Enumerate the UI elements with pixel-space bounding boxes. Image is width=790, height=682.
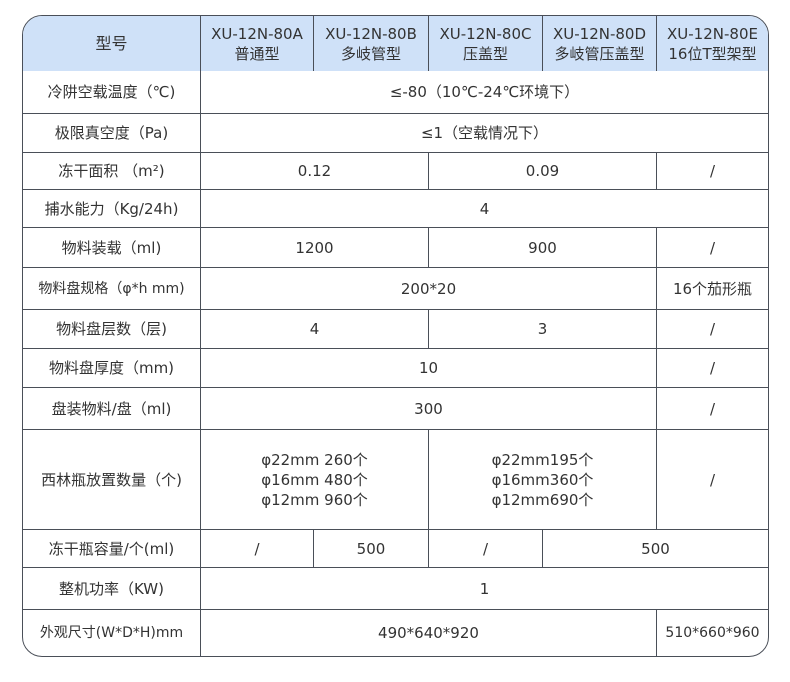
model-type: 16位T型架型 — [668, 44, 757, 63]
model-type: 多岐管型 — [340, 44, 401, 63]
cell-value: 0.12 — [201, 153, 429, 190]
model-type: 压盖型 — [462, 44, 508, 63]
model-code: XU-12N-80E — [667, 24, 758, 43]
cell-value: 500 — [543, 530, 768, 568]
row-label: 捕水能力（Kg/24h) — [23, 190, 201, 228]
row-label: 物料盘厚度（mm) — [23, 349, 201, 388]
cell-value: / — [429, 530, 543, 568]
cell-value: 1 — [201, 568, 768, 610]
cell-value: 16个茄形瓶 — [657, 268, 768, 310]
row-label: 物料盘层数（层) — [23, 310, 201, 349]
header-label: 型号 — [23, 16, 201, 71]
cell-value: 4 — [201, 190, 768, 228]
vial-line: φ12mm 960个 — [261, 490, 368, 509]
model-type: 多岐管压盖型 — [554, 44, 645, 63]
model-type: 普通型 — [234, 44, 280, 63]
header-row: 型号 XU-12N-80A 普通型 XU-12N-80B 多岐管型 XU-12N-8… — [23, 16, 768, 71]
row-label: 冷阱空载温度（℃) — [23, 71, 201, 114]
table-row: 捕水能力（Kg/24h) 4 — [23, 190, 768, 228]
row-label: 西林瓶放置数量（个) — [23, 430, 201, 530]
cell-value: 4 — [201, 310, 429, 349]
model-b: XU-12N-80B 多岐管型 — [314, 16, 429, 71]
model-d: XU-12N-80D 多岐管压盖型 — [543, 16, 657, 71]
row-label: 物料盘规格（φ*h mm) — [23, 268, 201, 310]
table-row: 西林瓶放置数量（个) φ22mm 260个 φ16mm 480个 φ12mm 9… — [23, 430, 768, 530]
cell-value: 10 — [201, 349, 657, 388]
cell-value: / — [657, 388, 768, 430]
cell-value: φ22mm 260个 φ16mm 480个 φ12mm 960个 — [201, 430, 429, 530]
table-row: 盘装物料/盘（ml) 300 / — [23, 388, 768, 430]
cell-value: 490*640*920 — [201, 610, 657, 656]
row-label: 外观尺寸(W*D*H)mm — [23, 610, 201, 656]
vial-line: φ16mm 480个 — [261, 470, 368, 489]
vial-line: φ22mm 260个 — [261, 450, 368, 469]
row-label: 整机功率（KW) — [23, 568, 201, 610]
vial-line: φ22mm195个 — [491, 450, 594, 469]
vial-line: φ16mm360个 — [491, 470, 594, 489]
cell-value: 510*660*960 — [665, 625, 760, 641]
table-row: 物料盘厚度（mm) 10 / — [23, 349, 768, 388]
row-label: 物料装载（ml) — [23, 228, 201, 268]
row-label: 盘装物料/盘（ml) — [23, 388, 201, 430]
table-row: 物料盘规格（φ*h mm) 200*20 16个茄形瓶 — [23, 268, 768, 310]
cell-value: / — [201, 530, 314, 568]
model-code: XU-12N-80C — [439, 24, 532, 43]
table-row: 物料装载（ml) 1200 900 / — [23, 228, 768, 268]
model-a: XU-12N-80A 普通型 — [201, 16, 314, 71]
table-row: 冻干面积 （m²) 0.12 0.09 / — [23, 153, 768, 190]
cell-value: / — [657, 310, 768, 349]
table-row: 整机功率（KW) 1 — [23, 568, 768, 610]
cell-value: ≤1（空载情况下） — [201, 114, 768, 153]
cell-value: 500 — [314, 530, 429, 568]
cell-value: 3 — [429, 310, 657, 349]
table-row: 物料盘层数（层) 4 3 / — [23, 310, 768, 349]
cell-value: 200*20 — [201, 268, 657, 310]
row-label: 冻干瓶容量/个(ml) — [23, 530, 201, 568]
table-row: 冷阱空载温度（℃) ≤-80（10℃-24℃环境下） — [23, 71, 768, 114]
row-label: 冻干面积 （m²) — [23, 153, 201, 190]
cell-value: / — [657, 430, 768, 530]
row-label: 极限真空度（Pa) — [23, 114, 201, 153]
model-code: XU-12N-80B — [325, 24, 417, 43]
model-code: XU-12N-80A — [211, 24, 303, 43]
cell-value: ≤-80（10℃-24℃环境下） — [201, 71, 768, 114]
model-e: XU-12N-80E 16位T型架型 — [657, 16, 768, 71]
cell-value: / — [657, 153, 768, 190]
table-row: 极限真空度（Pa) ≤1（空载情况下） — [23, 114, 768, 153]
model-code: XU-12N-80D — [552, 24, 647, 43]
vial-line: φ12mm690个 — [491, 490, 594, 509]
cell-value: φ22mm195个 φ16mm360个 φ12mm690个 — [429, 430, 657, 530]
spec-table: 型号 XU-12N-80A 普通型 XU-12N-80B 多岐管型 XU-12N-8… — [22, 15, 769, 657]
table-row: 冻干瓶容量/个(ml) / 500 / 500 — [23, 530, 768, 568]
cell-value: 1200 — [201, 228, 429, 268]
cell-value: 0.09 — [429, 153, 657, 190]
cell-value: / — [657, 228, 768, 268]
cell-value: 900 — [429, 228, 657, 268]
cell-value: / — [657, 349, 768, 388]
model-c: XU-12N-80C 压盖型 — [429, 16, 543, 71]
cell-value: 300 — [201, 388, 657, 430]
table-row: 外观尺寸(W*D*H)mm 490*640*920 510*660*960 — [23, 610, 768, 656]
